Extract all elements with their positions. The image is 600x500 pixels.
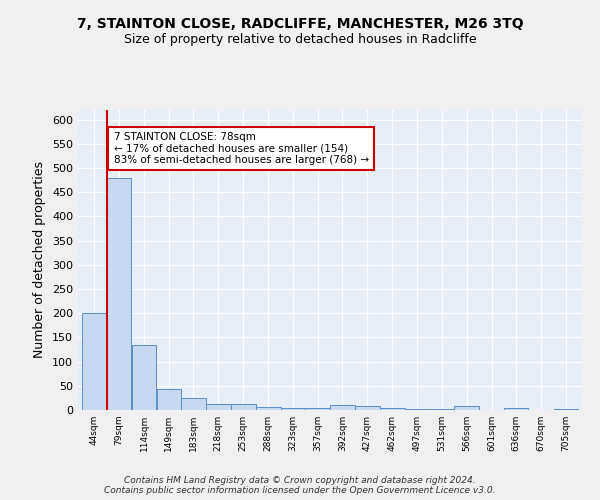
Bar [157,389,181,410]
Bar [454,406,479,410]
Text: 7 STAINTON CLOSE: 78sqm
← 17% of detached houses are smaller (154)
83% of semi-d: 7 STAINTON CLOSE: 78sqm ← 17% of detache… [113,132,369,165]
Bar [505,408,528,410]
Bar [355,406,380,410]
Text: Size of property relative to detached houses in Radcliffe: Size of property relative to detached ho… [124,32,476,46]
Text: 7, STAINTON CLOSE, RADCLIFFE, MANCHESTER, M26 3TQ: 7, STAINTON CLOSE, RADCLIFFE, MANCHESTER… [77,18,523,32]
Bar [206,404,230,410]
Bar [380,408,405,410]
Bar [405,408,429,410]
Bar [554,408,578,410]
Bar [181,398,206,410]
Bar [231,404,256,410]
Bar [107,178,131,410]
Bar [82,313,106,410]
Text: Contains HM Land Registry data © Crown copyright and database right 2024.
Contai: Contains HM Land Registry data © Crown c… [104,476,496,495]
Bar [281,408,305,410]
Y-axis label: Number of detached properties: Number of detached properties [34,162,46,358]
Bar [132,344,157,410]
Bar [330,405,355,410]
Bar [430,409,454,410]
Bar [305,408,330,410]
Bar [256,406,281,410]
